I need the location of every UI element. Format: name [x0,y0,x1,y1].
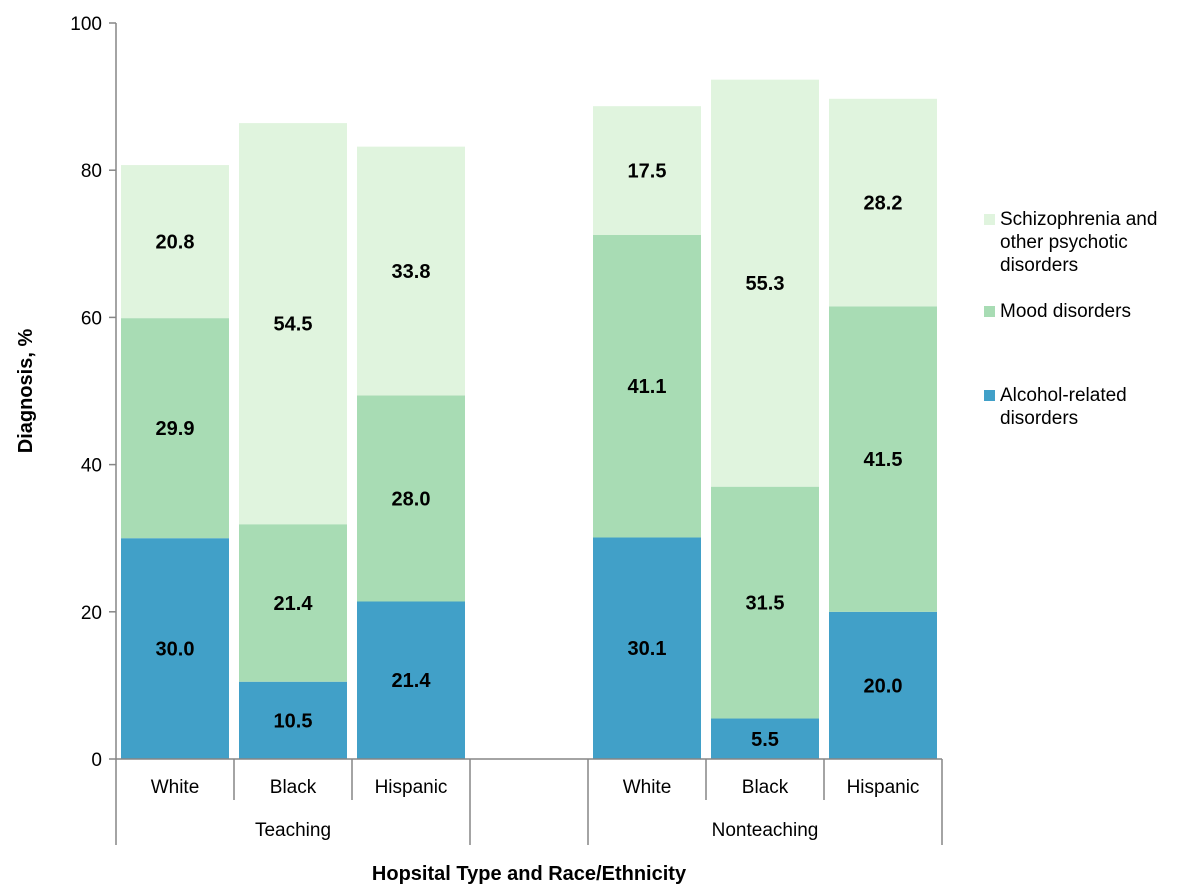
data-label: 31.5 [746,593,785,615]
bar-segment-black-1 [239,524,347,682]
bar-segment-white-0 [593,537,701,759]
legend-label: Schizophrenia and [1000,209,1157,230]
data-label: 33.8 [392,261,431,283]
y-tick-label: 20 [81,603,102,624]
x-group-label: Teaching [255,820,331,841]
x-category-label: Black [742,777,789,798]
bar-segment-white-2 [121,165,229,319]
legend-swatch [984,390,995,401]
legend-label: Mood disorders [1000,301,1131,322]
bar-segment-hispanic-2 [357,146,465,396]
bar-segment-white-2 [593,106,701,235]
bar-segment-hispanic-1 [829,306,937,612]
data-label: 29.9 [156,418,195,440]
legend-label: disorders [1000,408,1078,429]
x-category-label: White [151,777,200,798]
bar-segment-white-0 [121,538,229,759]
y-tick-label: 100 [70,14,102,35]
bar-segment-black-1 [711,486,819,719]
x-category-label: Black [270,777,317,798]
data-label: 30.0 [156,639,195,661]
legend-label: disorders [1000,255,1078,276]
data-label: 55.3 [746,273,785,295]
data-label: 10.5 [274,710,313,732]
data-label: 20.0 [864,675,903,697]
bar-segment-hispanic-2 [829,98,937,307]
y-tick-label: 60 [81,308,102,329]
y-tick-label: 0 [91,750,102,771]
bar-segment-hispanic-0 [829,611,937,759]
bars-layer [121,79,937,759]
bar-segment-black-2 [711,79,819,487]
y-tick-label: 80 [81,161,102,182]
bar-segment-white-1 [121,318,229,539]
bar-segment-black-0 [239,681,347,759]
data-label: 5.5 [751,729,779,751]
data-label: 54.5 [274,314,313,336]
data-label: 21.4 [392,670,432,692]
y-axis-title: Diagnosis, % [15,329,37,454]
legend-label: Alcohol-related [1000,385,1127,406]
x-axis-title: Hopsital Type and Race/Ethnicity [372,863,687,885]
bar-segment-hispanic-1 [357,395,465,602]
bar-segment-hispanic-0 [357,601,465,759]
data-label: 28.0 [392,488,431,510]
data-labels-layer: 30.0 29.9 20.8 10.5 21.4 54.5 21.4 28.0 33.8 30.1… [156,161,903,751]
legend-label: other psychotic [1000,232,1128,253]
data-label: 41.1 [628,376,667,398]
data-label: 20.8 [156,232,195,254]
x-category-label: Hispanic [847,777,920,798]
bar-segment-black-0 [711,718,819,759]
legend-swatch [984,306,995,317]
data-label: 28.2 [864,193,903,215]
data-label: 41.5 [864,449,903,471]
x-group-label: Nonteaching [712,820,819,841]
data-label: 30.1 [628,638,667,660]
x-category-label: Hispanic [375,777,448,798]
bar-segment-black-2 [239,123,347,525]
axes-layer: 0 20 40 60 80 100 White Black Hispanic White Black… [70,14,943,845]
data-label: 17.5 [628,161,667,183]
y-tick-label: 40 [81,456,102,477]
bar-segment-white-1 [593,234,701,538]
legend-swatch [984,214,995,225]
data-label: 21.4 [274,593,314,615]
x-category-label: White [623,777,672,798]
